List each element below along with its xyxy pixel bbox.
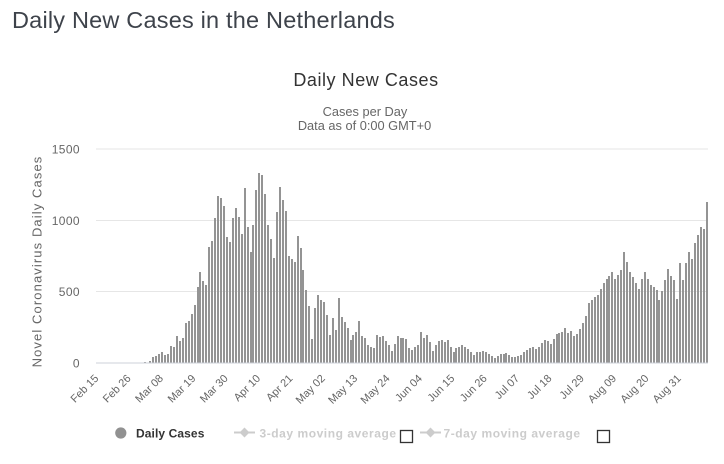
- svg-text:1500: 1500: [52, 143, 80, 157]
- svg-text:Daily Cases: Daily Cases: [136, 427, 205, 441]
- svg-text:500: 500: [59, 285, 80, 299]
- svg-text:Novel Coronavirus Daily Cases: Novel Coronavirus Daily Cases: [30, 156, 45, 368]
- svg-text:7-day moving average: 7-day moving average: [444, 427, 581, 441]
- svg-text:3-day moving average: 3-day moving average: [260, 427, 397, 441]
- svg-text:Daily New Cases: Daily New Cases: [293, 70, 438, 90]
- svg-text:1000: 1000: [52, 214, 80, 228]
- svg-text:Cases per Day: Cases per Day: [323, 104, 408, 119]
- svg-text:0: 0: [73, 357, 80, 371]
- svg-text:Data as of 0:00 GMT+0: Data as of 0:00 GMT+0: [298, 118, 431, 133]
